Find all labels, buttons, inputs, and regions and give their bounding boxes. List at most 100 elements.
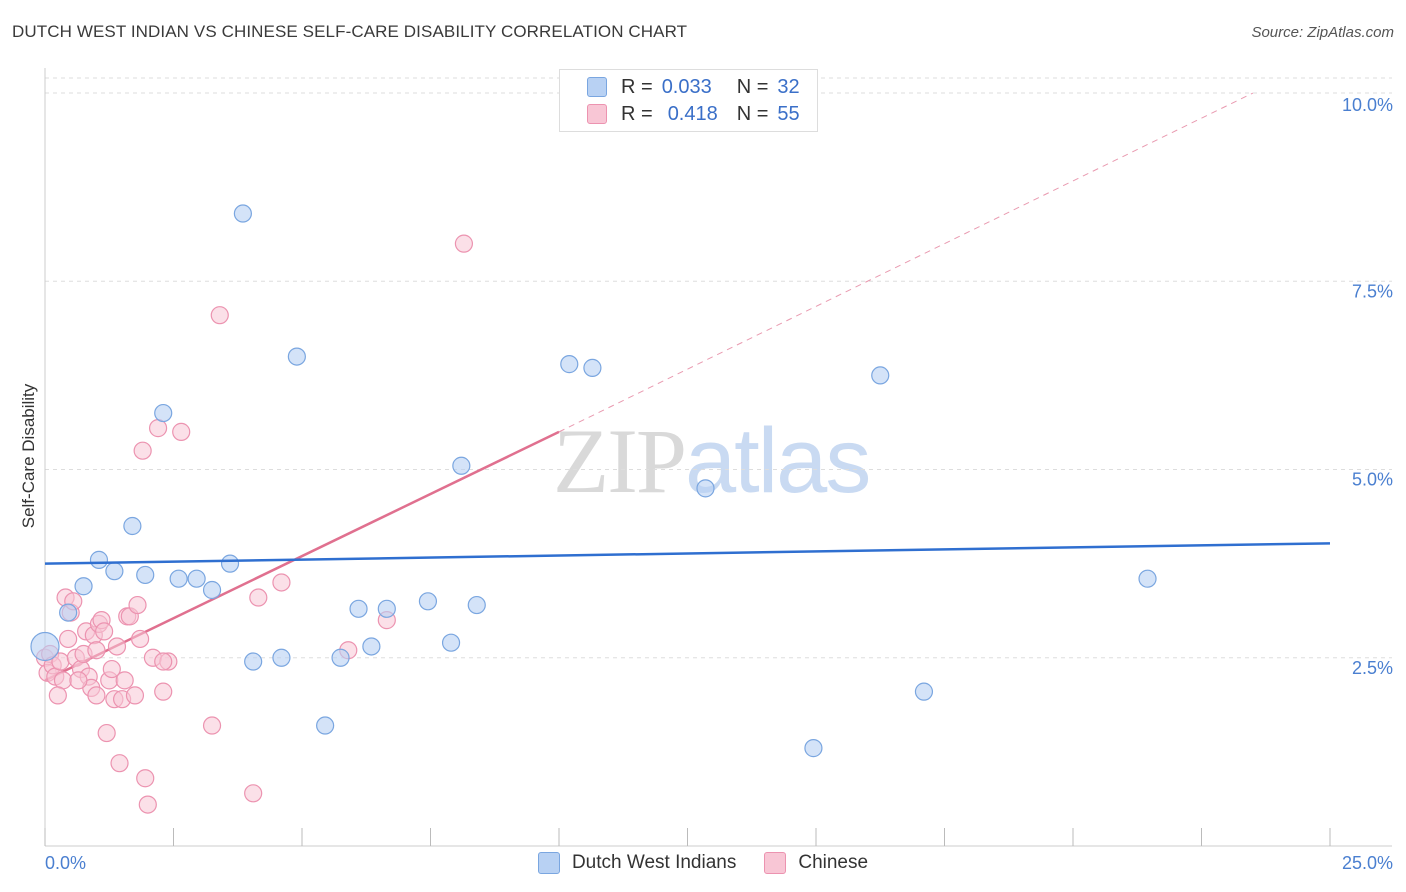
- source-label: Source: ZipAtlas.com: [1251, 24, 1394, 41]
- chinese-point: [128, 595, 147, 615]
- chinese-point: [172, 422, 191, 441]
- dutch-west-indians-trend-line: [44, 542, 1331, 565]
- chinese-point: [202, 716, 222, 735]
- chinese-point: [125, 686, 145, 705]
- chinese-trend: [44, 92, 1254, 682]
- chinese-point: [59, 629, 78, 649]
- dutch-west-indians-point: [202, 580, 222, 600]
- bottom-legend-label-blue: Dutch West Indians: [571, 852, 737, 873]
- chinese-point: [87, 686, 106, 705]
- chinese-point: [154, 652, 173, 671]
- dutch-west-indians-point: [914, 682, 934, 701]
- chinese-point: [107, 637, 127, 656]
- axis-ticks: 2.5% 5.0% 7.5% 10.0% 0.0% 25.0%: [45, 95, 1393, 873]
- dutch-west-indians-trend: [44, 542, 1331, 565]
- chinese-point: [48, 686, 67, 705]
- chinese-points: [35, 234, 474, 814]
- dutch-west-indians-point: [377, 599, 396, 618]
- legend-n-label: N =: [736, 102, 769, 125]
- dutch-west-indians-point: [467, 595, 486, 615]
- legend: R = 0.033 N = 32 R = 0.418 N = 55: [559, 69, 818, 132]
- dutch-west-indians-point: [59, 603, 78, 622]
- dutch-west-indians-point: [89, 550, 109, 569]
- dutch-west-indians-point: [696, 479, 715, 498]
- dutch-west-indians-point: [123, 516, 142, 536]
- dutch-west-indians-point: [583, 358, 602, 377]
- legend-r-label: R =: [621, 75, 653, 98]
- legend-row-blue: R = 0.033 N = 32: [560, 73, 800, 101]
- dutch-west-indians-point: [233, 204, 252, 223]
- legend-n-label: N =: [736, 75, 769, 98]
- legend-n-value: 55: [777, 102, 800, 125]
- dutch-west-indians-point: [74, 577, 93, 596]
- dutch-west-indians-point: [287, 347, 306, 366]
- dutch-west-indians-point: [349, 599, 368, 618]
- bottom-legend-blue: Dutch West Indians: [537, 852, 737, 874]
- dutch-west-indians-point: [30, 631, 60, 662]
- dutch-west-indians-point: [804, 739, 823, 758]
- dutch-west-indians-point: [244, 652, 263, 671]
- chinese-point: [130, 629, 150, 649]
- dutch-west-indians-point: [272, 648, 291, 667]
- dutch-west-indians-point: [187, 569, 206, 588]
- chinese-point: [138, 795, 157, 814]
- chinese-point: [136, 769, 155, 788]
- dutch-west-indians-point: [316, 716, 335, 735]
- legend-swatch-pink: [587, 104, 607, 124]
- chinese-point: [249, 588, 268, 607]
- watermark: ZIPatlas: [553, 408, 871, 514]
- x-tick-label: 0.0%: [45, 853, 86, 873]
- bottom-legend-swatch-pink: [764, 852, 787, 874]
- chinese-point: [97, 723, 116, 743]
- chinese-trend-line: [44, 430, 560, 682]
- chinese-point: [210, 306, 229, 325]
- chinese-point: [115, 671, 134, 690]
- chinese-point: [102, 659, 121, 679]
- chinese-point: [87, 641, 106, 660]
- legend-n-value: 32: [777, 75, 800, 98]
- bottom-legend: Dutch West Indians Chinese: [0, 852, 1406, 874]
- dutch-west-indians-point: [362, 637, 381, 656]
- legend-swatch-blue: [587, 77, 607, 97]
- dutch-west-indians-point: [154, 403, 173, 423]
- chinese-point: [272, 573, 291, 592]
- chinese-point: [454, 234, 474, 253]
- legend-row-pink: R = 0.418 N = 55: [560, 100, 800, 128]
- dutch-west-indians-point: [871, 366, 890, 385]
- chinese-point: [95, 622, 114, 641]
- chinese-point: [244, 784, 263, 803]
- chinese-point: [53, 671, 73, 690]
- bottom-legend-label-pink: Chinese: [798, 852, 869, 873]
- dutch-west-indians-point: [220, 554, 240, 573]
- y-tick-label: 5.0%: [1352, 470, 1393, 490]
- axes: [44, 68, 1392, 847]
- dutch-west-indians-point: [105, 562, 124, 581]
- y-axis-label: Self-Care Disability: [19, 383, 38, 528]
- chinese-point: [69, 671, 88, 690]
- chinese-point: [154, 682, 173, 701]
- dutch-west-indians-points: [30, 204, 1157, 758]
- dutch-west-indians-point: [169, 569, 188, 588]
- bottom-legend-pink: Chinese: [764, 852, 868, 874]
- chinese-trend-extension: [558, 92, 1254, 433]
- legend-r-label: R =: [621, 102, 653, 125]
- chinese-point: [148, 419, 168, 438]
- dutch-west-indians-point: [331, 648, 350, 667]
- chinese-point: [133, 441, 152, 460]
- dutch-west-indians-point: [418, 592, 438, 611]
- dutch-west-indians-point: [452, 456, 471, 475]
- dutch-west-indians-point: [1138, 569, 1157, 588]
- dutch-west-indians-point: [136, 565, 155, 585]
- bottom-legend-swatch-blue: [537, 852, 560, 874]
- legend-r-value: 0.033: [661, 75, 712, 98]
- y-tick-label: 7.5%: [1352, 281, 1393, 301]
- watermark-zip: ZIP: [553, 410, 687, 512]
- x-tick-label: 25.0%: [1342, 853, 1393, 873]
- dutch-west-indians-point: [441, 633, 461, 652]
- grid-lines: [45, 77, 1392, 659]
- y-tick-label: 2.5%: [1352, 658, 1393, 678]
- chinese-point: [110, 754, 129, 773]
- legend-r-value: 0.418: [667, 102, 718, 125]
- watermark-atlas: atlas: [685, 410, 871, 512]
